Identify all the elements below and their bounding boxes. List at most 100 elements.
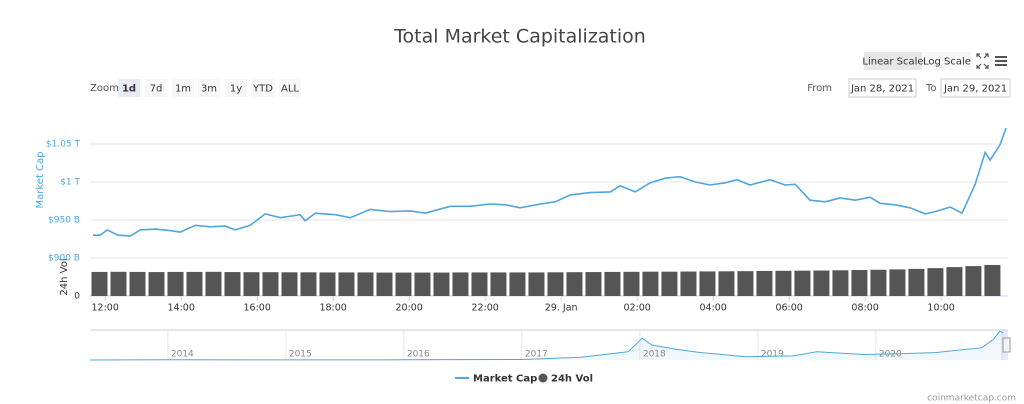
x-tick-label: 10:00 <box>927 303 954 314</box>
log-scale-button[interactable] <box>923 52 971 70</box>
y-tick-label: $900 B <box>48 254 80 264</box>
log-scale-label[interactable]: Log Scale <box>923 57 971 68</box>
volume-bar <box>946 267 963 296</box>
volume-bar <box>889 269 906 296</box>
from-label: From <box>807 83 832 94</box>
x-tick-label: 04:00 <box>699 303 726 314</box>
to-date[interactable]: Jan 29, 2021 <box>943 84 1007 95</box>
navigator-area <box>90 331 1004 360</box>
volume-bar <box>376 272 393 296</box>
credit[interactable]: coinmarketcap.com <box>927 394 1016 404</box>
linear-scale-label[interactable]: Linear Scale <box>862 57 923 68</box>
x-tick-label: 18:00 <box>319 303 346 314</box>
volume-bar <box>908 268 925 296</box>
zoom-button[interactable] <box>198 79 220 97</box>
zoom-label: Zoom <box>90 83 119 94</box>
fullscreen-icon[interactable] <box>976 53 989 69</box>
volume-bar <box>148 272 165 296</box>
volume-bar <box>91 271 108 296</box>
x-tick-label: 12:00 <box>92 303 119 314</box>
zoom-button[interactable] <box>145 79 167 97</box>
volume-bar <box>319 272 336 296</box>
legend-symbol[interactable] <box>538 373 548 383</box>
volume-bar <box>129 271 146 296</box>
volume-bar <box>585 272 602 296</box>
navigator-tick-label: 2016 <box>407 350 430 360</box>
volume-bar <box>262 272 279 296</box>
legend-label[interactable]: Market Cap <box>473 374 537 385</box>
to-label: To <box>925 83 937 94</box>
market-cap-line <box>93 127 1007 237</box>
volume-bar <box>300 272 317 296</box>
volume-bar <box>737 271 754 296</box>
navigator-tick-label: 2018 <box>643 350 666 360</box>
x-tick-label: 02:00 <box>623 303 650 314</box>
navigator-tick-label: 2020 <box>879 350 902 360</box>
volume-bar <box>870 269 887 296</box>
zoom-button[interactable] <box>251 79 275 97</box>
zoom-button[interactable] <box>225 79 247 97</box>
navigator-tick-label: 2017 <box>525 350 548 360</box>
to-input[interactable] <box>940 78 1011 98</box>
navigator-handle[interactable] <box>1002 337 1011 353</box>
volume-bar <box>357 272 374 296</box>
y-tick-label: $1 T <box>60 178 80 188</box>
x-tick-label: 06:00 <box>775 303 802 314</box>
volume-bar <box>965 266 982 296</box>
navigator-tick-label: 2014 <box>171 350 194 360</box>
volume-bar <box>623 271 640 296</box>
volume-bar <box>186 271 203 296</box>
menu-icon[interactable] <box>995 56 1007 66</box>
volume-bar <box>661 271 678 296</box>
from-date[interactable]: Jan 28, 2021 <box>850 84 914 95</box>
legend-label[interactable]: 24h Vol <box>551 374 593 385</box>
zoom-button-label[interactable]: 3m <box>201 84 217 95</box>
volume-bar <box>794 270 811 296</box>
y2-axis-title: 24h Vol <box>59 258 70 295</box>
y-axis-title: Market Cap <box>35 151 46 208</box>
volume-bar <box>699 271 716 296</box>
volume-bar <box>642 271 659 296</box>
volume-bar <box>680 271 697 296</box>
chart-title: Total Market Capitalization <box>393 26 646 48</box>
zoom-button-label[interactable]: 1d <box>122 84 136 95</box>
volume-bar <box>395 272 412 296</box>
x-tick-label: 22:00 <box>471 303 498 314</box>
from-input[interactable] <box>848 78 917 98</box>
linear-scale-button[interactable] <box>864 52 922 70</box>
volume-bar <box>281 272 298 296</box>
volume-bar <box>490 272 507 296</box>
volume-bar <box>167 271 184 296</box>
y-tick-label: $1.05 T <box>46 140 81 150</box>
volume-bar <box>528 272 545 296</box>
volume-bar <box>927 268 944 296</box>
zoom-button-label[interactable]: 1y <box>230 84 242 95</box>
volume-bar <box>452 272 469 296</box>
zoom-button-label[interactable]: 1m <box>175 84 191 95</box>
navigator-line <box>89 330 1004 361</box>
volume-bar <box>205 271 222 296</box>
x-tick-label: 14:00 <box>167 303 194 314</box>
x-tick-label: 20:00 <box>395 303 422 314</box>
zoom-button-label[interactable]: 7d <box>150 84 163 95</box>
zoom-button-label[interactable]: ALL <box>281 84 299 95</box>
volume-bar <box>243 272 260 296</box>
volume-bar <box>547 272 564 296</box>
volume-bar <box>718 271 735 296</box>
zoom-button[interactable] <box>279 79 301 97</box>
zoom-button-label[interactable]: YTD <box>252 84 273 95</box>
zoom-button[interactable] <box>172 79 194 97</box>
volume-bar <box>775 270 792 296</box>
x-tick-label: 29. Jan <box>545 303 578 314</box>
volume-bar <box>471 272 488 296</box>
volume-bar <box>832 270 849 296</box>
y2-tick-label: 0 <box>74 292 80 302</box>
navigator-tick-label: 2015 <box>289 350 312 360</box>
navigator-tick-label: 2019 <box>761 350 784 360</box>
zoom-button[interactable] <box>118 79 140 97</box>
volume-bar <box>813 270 830 296</box>
x-tick-label: 08:00 <box>851 303 878 314</box>
